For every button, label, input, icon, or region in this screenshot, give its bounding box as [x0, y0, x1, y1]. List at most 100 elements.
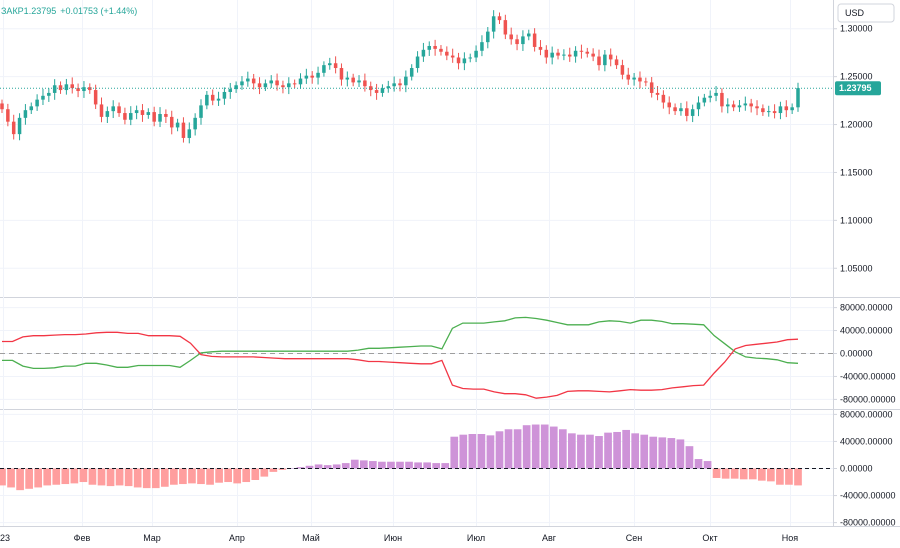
- candle-body-33: [193, 117, 197, 130]
- currency-button[interactable]: USD: [837, 3, 895, 23]
- candle-body-116: [679, 108, 683, 112]
- hist-bar-58: [522, 425, 531, 469]
- cotlines-tick-label-1: 40000.00000: [840, 326, 893, 336]
- candle-body-55: [322, 65, 326, 73]
- candle-body-125: [731, 104, 736, 108]
- candle-body-46: [269, 80, 273, 84]
- hist-bar-62: [558, 429, 567, 469]
- candle-body-96: [562, 54, 566, 56]
- candle-body-37: [216, 98, 221, 101]
- candle-body-4: [23, 110, 28, 118]
- candle-body-27: [158, 114, 162, 122]
- candle-body-40: [234, 85, 238, 90]
- time-label-7: Авг: [542, 533, 557, 543]
- candle-body-105: [614, 59, 619, 66]
- candle-body-83: [486, 31, 490, 43]
- candle-body-67: [392, 83, 396, 87]
- candle-body-62: [363, 80, 367, 87]
- candle-body-49: [287, 83, 291, 88]
- candle-body-58: [339, 68, 344, 80]
- hist-bar-60: [540, 424, 549, 469]
- time-label-3: Апр: [229, 533, 245, 543]
- price-tick-label-2: 1.20000: [840, 120, 873, 130]
- hist-bar-7: [61, 468, 70, 485]
- candle-body-52: [304, 75, 309, 79]
- candle-body-71: [415, 56, 420, 69]
- candle-body-65: [380, 88, 385, 93]
- candle-body-118: [690, 109, 695, 116]
- candle-body-124: [726, 104, 730, 107]
- hist-bar-86: [776, 468, 784, 485]
- candle-body-18: [105, 111, 110, 117]
- candle-body-134: [784, 106, 789, 111]
- candle-body-38: [222, 91, 227, 99]
- candle-body-90: [527, 33, 531, 37]
- candle-body-81: [474, 50, 478, 58]
- hist-bar-34: [305, 465, 314, 469]
- hist-bar-54: [486, 435, 495, 469]
- hist-bar-23: [206, 468, 214, 485]
- candle-body-53: [310, 75, 314, 78]
- candle-body-21: [123, 113, 127, 120]
- candle-body-22: [129, 113, 133, 120]
- hist-bar-83: [748, 468, 757, 480]
- candle-body-110: [644, 81, 648, 83]
- candle-body-79: [462, 58, 467, 64]
- cothist-tick-label-4: -80000.00000: [840, 518, 896, 528]
- price-candles: [0, 10, 833, 144]
- candle-body-99: [579, 50, 584, 52]
- hist-bar-24: [215, 468, 223, 483]
- candle-body-86: [503, 20, 508, 35]
- candle-body-12: [70, 84, 74, 89]
- hist-bar-66: [595, 436, 603, 469]
- candle-body-119: [696, 102, 701, 110]
- hist-bar-8: [70, 468, 79, 484]
- candle-body-70: [409, 68, 414, 77]
- price-tick-label-0: 1.30000: [840, 24, 873, 34]
- hist-bar-37: [332, 464, 341, 469]
- time-axis[interactable]: 23 Фев Мар Апр Май Июн Июл Авг Сен Окт Ноя: [0, 533, 798, 543]
- candle-body-6: [35, 99, 39, 107]
- price-axis[interactable]: 1.30000 1.25000 1.20000 1.15000 1.10000 1.050…: [833, 24, 896, 528]
- hist-bar-4: [34, 468, 43, 488]
- hist-bar-12: [106, 468, 115, 487]
- hist-bar-27: [242, 468, 251, 483]
- hist-bar-33: [296, 467, 305, 469]
- cot-series-line-0: [2, 316, 799, 370]
- candle-body-88: [515, 39, 519, 45]
- hist-bar-63: [568, 433, 576, 469]
- cothist-tick-label-0: 80000.00000: [840, 409, 893, 419]
- candle-body-8: [47, 92, 51, 96]
- candle-body-23: [134, 110, 139, 114]
- candle-body-20: [117, 106, 121, 114]
- candle-body-42: [246, 78, 250, 82]
- candle-body-82: [480, 42, 484, 51]
- candle-body-15: [88, 87, 92, 91]
- candle-body-64: [374, 90, 379, 93]
- last-close-text: ЗАКР1.23795: [1, 6, 56, 16]
- hist-bar-48: [432, 463, 441, 469]
- candle-body-126: [737, 105, 742, 108]
- candle-body-11: [64, 84, 69, 91]
- hist-bar-19: [170, 468, 178, 485]
- hist-bar-41: [369, 461, 377, 469]
- candle-body-111: [649, 82, 654, 93]
- cot-histogram: [0, 424, 833, 491]
- hist-bar-76: [685, 446, 694, 469]
- hist-bar-30: [269, 468, 278, 472]
- candle-body-10: [58, 85, 63, 91]
- price-tick-label-1: 1.25000: [840, 72, 873, 82]
- candle-body-136: [796, 88, 800, 108]
- time-label-5: Июн: [384, 533, 402, 543]
- change-text: +0.01753 (+1.44%): [60, 6, 137, 16]
- last-price-tag-label: 1.23795: [839, 83, 872, 93]
- candle-body-59: [345, 77, 350, 80]
- cotlines-tick-label-3: -40000.00000: [840, 371, 896, 381]
- hist-bar-73: [658, 437, 667, 469]
- time-label-0: 23: [0, 533, 10, 543]
- hist-bar-5: [43, 468, 52, 486]
- candle-body-115: [673, 107, 677, 112]
- hist-bar-10: [88, 468, 97, 485]
